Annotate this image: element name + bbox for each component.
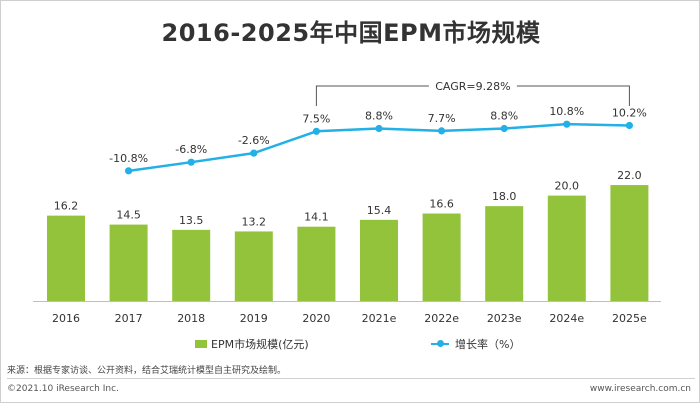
copyright-text: ©2021.10 iResearch Inc.	[7, 384, 119, 394]
rate-point	[500, 124, 508, 133]
bar-value-label: 20.0	[555, 180, 580, 193]
cagr-label: CAGR=9.28%	[435, 80, 510, 93]
bar-value-label: 16.2	[54, 200, 79, 213]
bar	[47, 215, 85, 301]
legend-bar-label: EPM市场规模(亿元)	[211, 338, 309, 351]
x-tick-label: 2023e	[487, 312, 522, 325]
rate-point	[250, 149, 258, 157]
rate-point	[375, 124, 383, 133]
x-tick-label: 2021e	[362, 312, 397, 325]
rate-value-label: -6.8%	[175, 143, 207, 156]
bar-value-label: 14.5	[116, 209, 141, 222]
bar	[172, 229, 211, 301]
bar-value-label: 13.2	[242, 215, 267, 228]
x-tick-label: 2020	[302, 312, 330, 325]
rate-value-label: 7.5%	[302, 112, 330, 125]
legend-bar-swatch	[195, 340, 207, 348]
legend-line-marker	[437, 340, 444, 347]
bar-value-label: 13.5	[179, 214, 204, 227]
rate-value-label: 10.2%	[612, 106, 647, 119]
bar-value-label: 22.0	[617, 169, 642, 182]
rate-point	[187, 158, 195, 166]
bar-value-label: 14.1	[304, 211, 329, 224]
x-tick-label: 2017	[115, 312, 143, 325]
bar-series: 16.2 14.5 13.5 13.2 14.1 15.4 16.6 18.0 20.0 22.0	[47, 169, 649, 301]
rate-point	[563, 120, 571, 128]
rate-value-label: 7.7%	[428, 112, 456, 125]
x-tick-label: 2018	[177, 312, 205, 325]
bar-value-label: 18.0	[492, 190, 517, 203]
bar-value-label: 15.4	[367, 204, 392, 217]
rate-value-label: 10.8%	[549, 105, 584, 118]
x-tick-label: 2016	[52, 312, 80, 325]
x-tick-label: 2019	[240, 312, 268, 325]
x-tick-label: 2022e	[424, 312, 459, 325]
cagr-annotation: CAGR=9.28%	[315, 80, 630, 106]
bar	[297, 226, 336, 301]
website-text: www.iresearch.com.cn	[589, 384, 691, 394]
bar-value-label: 16.6	[429, 198, 454, 211]
rate-point	[438, 127, 446, 135]
bar	[422, 213, 461, 301]
rate-point	[125, 167, 133, 175]
footer-divider	[7, 378, 695, 379]
bar	[610, 185, 649, 301]
rate-value-label: 8.8%	[365, 109, 393, 122]
rate-point	[312, 127, 320, 135]
bar	[109, 224, 148, 301]
rate-value-label: -2.6%	[238, 134, 270, 147]
source-note: 来源：根据专家访谈、公开资料，结合艾瑞统计模型自主研究及绘制。	[7, 366, 287, 376]
bar	[360, 219, 398, 301]
bar	[547, 195, 586, 301]
cagr-bracket-right	[516, 85, 630, 106]
x-tick-label: 2025e	[612, 312, 647, 325]
rate-value-label: -10.8%	[109, 152, 148, 165]
x-axis: 2016 2017 2018 2019 2020 2021e 2022e 2023e 2024e…	[33, 301, 661, 325]
bar	[485, 206, 524, 301]
legend-line-label: 增长率（%）	[455, 338, 521, 351]
bar	[234, 231, 273, 301]
rate-value-label: 8.8%	[490, 109, 518, 122]
x-tick-label: 2024e	[549, 312, 584, 325]
cagr-bracket-left	[315, 85, 429, 106]
line-series: -10.8% -6.8% -2.6% 7.5% 8.8% 7.7% 8.8% 10.8% 10.…	[109, 105, 647, 175]
rate-point	[625, 121, 634, 130]
chart-title: 2016-2025年中国EPM市场规模	[161, 19, 541, 47]
